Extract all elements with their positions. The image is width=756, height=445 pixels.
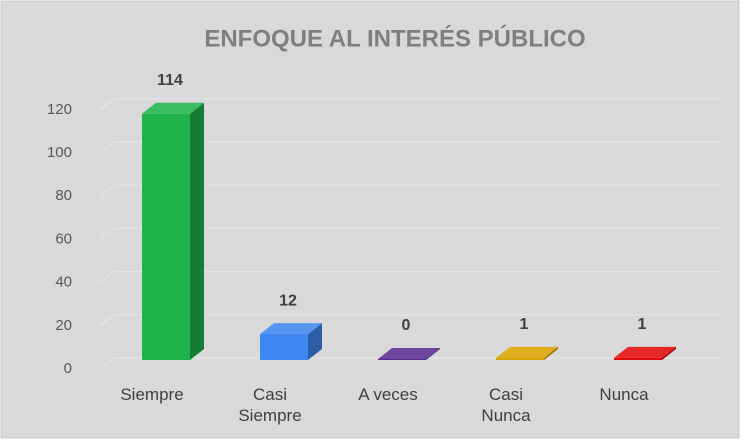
- value-label: 0: [402, 317, 411, 334]
- x-tick-label: Nunca: [599, 385, 649, 404]
- bar-side: [308, 323, 322, 360]
- bar: [378, 359, 426, 360]
- x-tick-label: Casi Nunca: [481, 385, 531, 425]
- grid-line-side: [99, 357, 115, 370]
- bar-top: [260, 323, 322, 335]
- bar-top: [378, 348, 440, 359]
- y-tick-label: 120: [47, 101, 72, 118]
- bar-side: [662, 346, 676, 360]
- y-tick-label: 100: [47, 144, 72, 161]
- grid-line-side: [99, 314, 115, 327]
- x-tick-label: Siempre: [120, 385, 184, 404]
- grid-line-side: [99, 98, 115, 111]
- grid-line-side: [99, 228, 115, 240]
- y-tick-label: 20: [55, 317, 72, 334]
- grid-line-side: [99, 271, 115, 283]
- y-tick-label: 60: [55, 230, 72, 247]
- bar-top: [496, 346, 558, 358]
- y-tick-label: 0: [64, 360, 72, 377]
- x-tick-label: Casi Siempre: [238, 385, 302, 425]
- bar-top: [614, 346, 676, 358]
- bar: [496, 357, 544, 360]
- y-tick-label: 80: [55, 187, 72, 204]
- grid-line-side: [99, 184, 115, 197]
- x-tick-label: A veces: [358, 385, 418, 404]
- value-label: 1: [638, 316, 647, 333]
- grid-line-side: [99, 141, 115, 154]
- bar-side: [544, 346, 558, 360]
- y-tick-label: 40: [55, 274, 72, 291]
- value-label: 114: [157, 72, 183, 89]
- chart-background: [0, 0, 740, 439]
- bar: [614, 357, 662, 360]
- bar: [142, 113, 190, 360]
- value-label: 12: [279, 292, 297, 309]
- bar: [260, 334, 308, 360]
- bar-side: [190, 102, 204, 360]
- value-label: 1: [520, 316, 529, 333]
- bar-top: [142, 102, 204, 114]
- bar-side: [426, 348, 440, 360]
- chart-title: ENFOQUE AL INTERÉS PÚBLICO: [204, 24, 585, 52]
